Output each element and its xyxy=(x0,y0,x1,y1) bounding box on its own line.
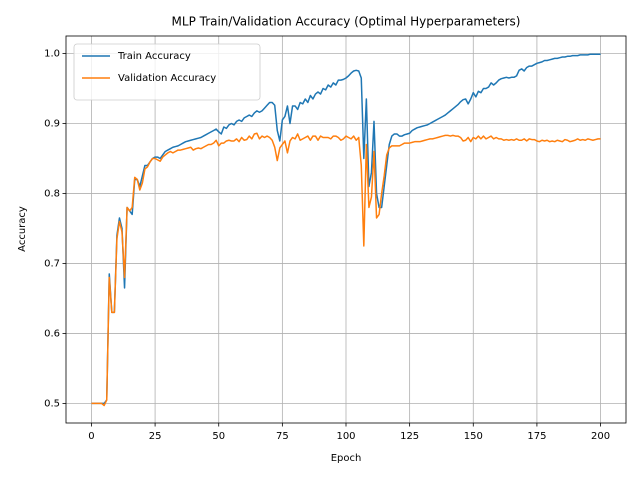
y-tick-label: 0.7 xyxy=(44,258,60,269)
x-tick-label: 200 xyxy=(591,431,610,442)
y-tick-label: 0.8 xyxy=(44,188,60,199)
x-tick-label: 50 xyxy=(212,431,225,442)
legend-box xyxy=(73,43,261,101)
x-axis-label: Epoch xyxy=(331,453,362,464)
data-line xyxy=(91,132,601,407)
y-tick-label: 0.9 xyxy=(44,118,60,129)
y-tick-label: 0.5 xyxy=(44,398,60,409)
data-line xyxy=(91,53,601,405)
plot-frame xyxy=(65,35,627,424)
x-tick-label: 175 xyxy=(527,431,546,442)
legend-label: Validation Accuracy xyxy=(118,73,216,84)
legend-label: Train Accuracy xyxy=(117,51,191,62)
x-tick-label: 0 xyxy=(88,431,94,442)
y-tick-label: 1.0 xyxy=(44,48,60,59)
x-tick-label: 150 xyxy=(464,431,483,442)
y-tick-label: 0.6 xyxy=(44,328,60,339)
chart-title: MLP Train/Validation Accuracy (Optimal H… xyxy=(172,15,521,29)
y-axis-label: Accuracy xyxy=(17,206,28,252)
x-tick-label: 125 xyxy=(400,431,419,442)
x-tick-label: 25 xyxy=(149,431,162,442)
x-tick-label: 75 xyxy=(276,431,289,442)
x-tick-label: 100 xyxy=(336,431,355,442)
